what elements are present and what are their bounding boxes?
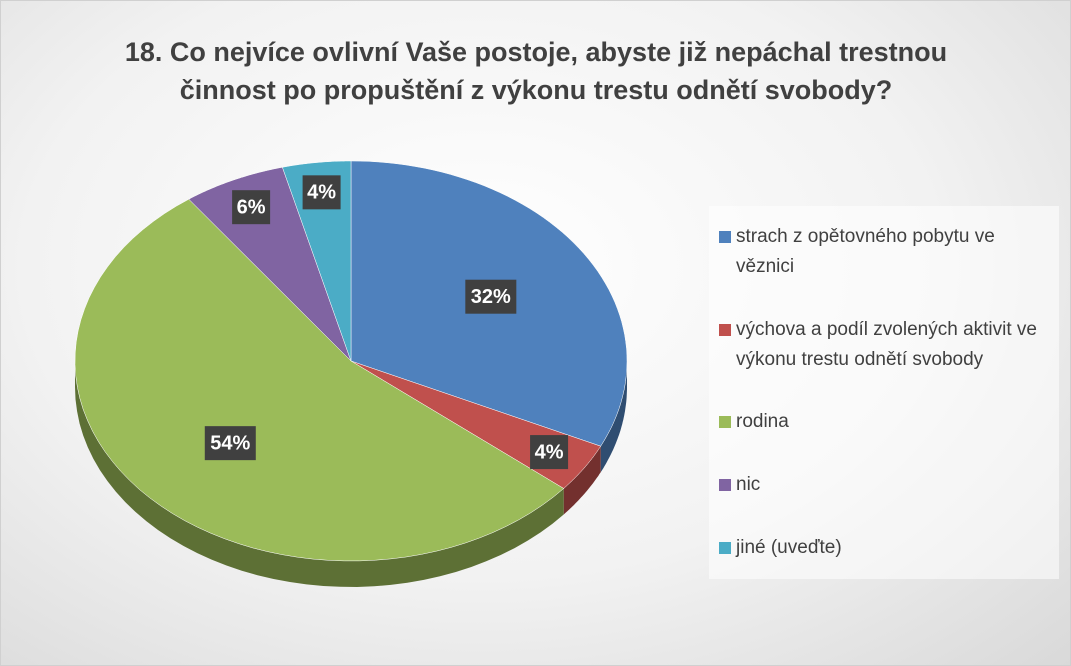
legend-swatch [719, 231, 731, 244]
data-label-box [232, 190, 271, 225]
data-label-box [204, 426, 256, 461]
legend-item: jiné (uveďte) [719, 533, 1051, 563]
slice [282, 160, 352, 362]
legend-label: rodina [736, 411, 789, 433]
chart-title: 18. Co nejvíce ovlivní Vaše postoje, aby… [124, 37, 948, 105]
data-label: 54% [210, 432, 250, 454]
slice [74, 198, 565, 562]
legend-item: nic [719, 470, 1051, 500]
slice-side [600, 361, 627, 473]
legend-swatch [719, 323, 731, 336]
legend-item: strach z opětovného pobytu ve věznici [719, 222, 1051, 282]
slice-side [75, 361, 564, 587]
data-label: 4% [535, 441, 564, 463]
data-label: 32% [471, 286, 511, 308]
data-label: 6% [237, 196, 266, 218]
slice [188, 167, 352, 362]
slice-side [563, 446, 601, 515]
legend-label: strach z opětovného pobytu ve věznici [736, 226, 995, 278]
legend-label: jiné (uveďte) [736, 536, 842, 558]
legend-swatch [719, 416, 731, 429]
legend-swatch [719, 479, 731, 492]
data-label-box [465, 279, 517, 314]
data-label: 4% [307, 182, 336, 204]
legend-swatch [719, 541, 731, 554]
data-label-box [530, 435, 569, 470]
legend-item: rodina [719, 407, 1051, 437]
data-label-box [302, 175, 341, 210]
legend-label: nic [736, 474, 761, 496]
legend-item: výchova a podíl zvolených aktivit ve výk… [719, 315, 1051, 375]
legend: strach z opětovného pobytu ve věznici výc… [709, 206, 1059, 579]
legend-label: výchova a podíl zvolených aktivit ve výk… [736, 318, 1037, 370]
